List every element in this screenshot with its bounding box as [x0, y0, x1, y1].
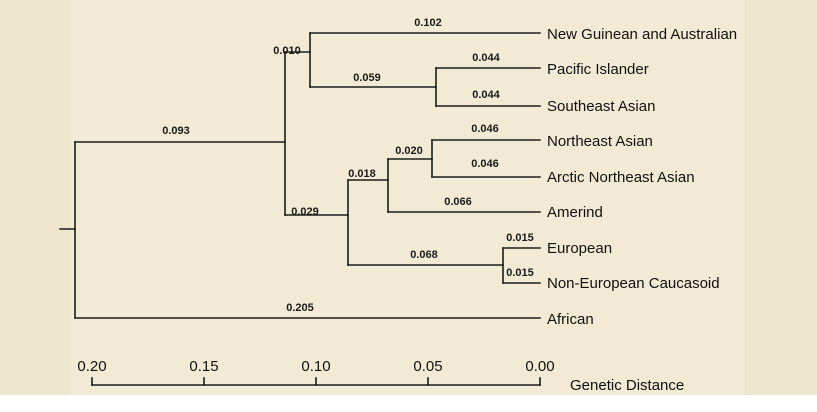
- leaf-amerind: Amerind: [547, 204, 603, 221]
- leaf-african: African: [547, 311, 594, 328]
- label-eurasian: 0.029: [291, 206, 319, 218]
- label-non-european: 0.015: [506, 267, 534, 279]
- label-nonafrican-australasian: 0.010: [273, 45, 301, 57]
- label-ne: 0.020: [395, 145, 423, 157]
- leaf-european: European: [547, 240, 612, 257]
- label-asian-amerind: 0.018: [348, 168, 376, 180]
- leaf-arctic-northeast-asian: Arctic Northeast Asian: [547, 169, 695, 186]
- tree-branches: [59, 32, 541, 319]
- distance-axis: 0.20 0.15 0.10 0.05 0.00 Genetic Distanc…: [77, 358, 684, 394]
- label-pi: 0.044: [472, 52, 500, 64]
- label-sea-pi: 0.059: [353, 72, 381, 84]
- leaf-southeast-asian: Southeast Asian: [547, 98, 655, 115]
- leaf-pacific-islander: Pacific Islander: [547, 61, 649, 78]
- label-ng: 0.102: [414, 17, 442, 29]
- leaf-non-european-caucasoid: Non-European Caucasoid: [547, 275, 720, 292]
- label-caucasoid: 0.068: [410, 249, 438, 261]
- branch-length-labels: 0.093 0.010 0.102 0.059 0.044 0.044 0.02…: [162, 17, 534, 314]
- leaf-northeast-asian: Northeast Asian: [547, 133, 653, 150]
- bottom-margin: [0, 395, 817, 412]
- label-amerind: 0.066: [444, 196, 472, 208]
- page-shadow-right: [745, 0, 817, 395]
- label-root-nonafrican: 0.093: [162, 125, 190, 137]
- page-shadow-left: [0, 0, 70, 395]
- tick-label: 0.10: [301, 358, 330, 375]
- label-european: 0.015: [506, 232, 534, 244]
- leaf-new-guinean-australian: New Guinean and Australian: [547, 26, 737, 43]
- tick-label: 0.00: [525, 358, 554, 375]
- label-anea: 0.046: [471, 158, 499, 170]
- label-sea: 0.044: [472, 89, 500, 101]
- axis-title: Genetic Distance: [570, 377, 684, 394]
- tick-label: 0.20: [77, 358, 106, 375]
- tick-label: 0.15: [189, 358, 218, 375]
- tick-label: 0.05: [413, 358, 442, 375]
- label-nea: 0.046: [471, 123, 499, 135]
- label-african: 0.205: [286, 302, 314, 314]
- leaf-labels: New Guinean and Australian Pacific Islan…: [547, 26, 737, 328]
